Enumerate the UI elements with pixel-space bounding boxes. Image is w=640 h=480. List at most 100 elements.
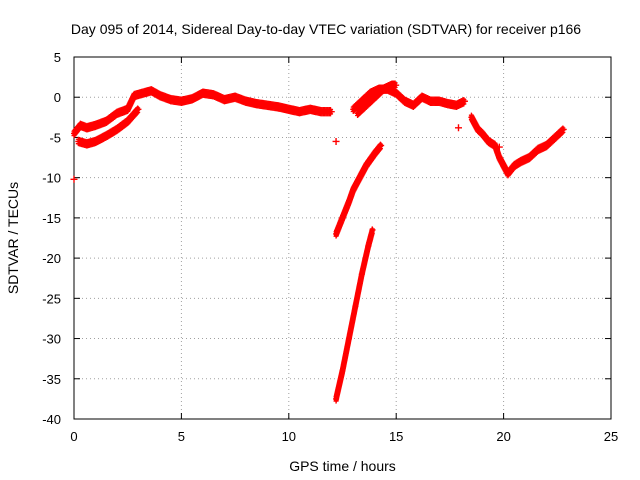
y-tick-label: -40: [42, 412, 61, 427]
data-point: [242, 98, 249, 105]
data-point: [369, 226, 376, 233]
data-point: [517, 158, 524, 165]
y-tick-label: -5: [49, 130, 61, 145]
trace-marker: [377, 146, 383, 152]
data-point: [358, 271, 365, 278]
data-point: [350, 106, 357, 113]
data-point: [468, 114, 475, 121]
data-point: [296, 108, 303, 115]
data-marks: [70, 80, 567, 404]
data-point: [511, 162, 518, 169]
data-point: [332, 137, 340, 145]
data-point: [124, 118, 131, 125]
y-tick-label: -20: [42, 251, 61, 266]
data-point: [356, 174, 363, 181]
data-point: [210, 91, 217, 98]
data-point: [156, 92, 163, 99]
x-tick-label: 0: [70, 429, 77, 444]
data-point: [328, 108, 335, 115]
data-point: [380, 86, 387, 93]
data-point: [264, 102, 271, 109]
data-point: [167, 96, 174, 103]
trace-marker: [560, 129, 566, 135]
data-point: [454, 124, 462, 132]
data-point: [124, 106, 131, 113]
data-point: [418, 94, 425, 101]
data-point: [339, 214, 346, 221]
data-point: [500, 162, 507, 169]
data-point: [543, 142, 550, 149]
data-point: [461, 98, 468, 105]
trace-marker: [134, 110, 140, 116]
x-tick-label: 25: [604, 429, 618, 444]
y-axis-label: SDTVAR / TECUs: [5, 182, 21, 294]
x-tick-label: 20: [496, 429, 510, 444]
data-point: [393, 82, 400, 89]
data-point: [139, 90, 146, 97]
data-point: [354, 110, 361, 117]
data-point: [526, 154, 533, 161]
data-point: [485, 138, 492, 145]
x-axis-label: GPS time / hours: [289, 458, 396, 474]
data-point: [333, 230, 340, 237]
data-point: [504, 170, 511, 177]
data-point: [345, 335, 352, 342]
data-point: [75, 138, 82, 145]
data-point: [552, 134, 559, 141]
data-point: [492, 142, 499, 149]
data-point: [495, 143, 503, 151]
data-point: [560, 126, 567, 133]
y-tick-label: -35: [42, 372, 61, 387]
data-point: [358, 98, 365, 105]
tick-labels: 0 5 10 15 20 25 5 0 -5 -10 -15 -20 -25 -30 -35 -40: [42, 50, 618, 444]
data-point: [352, 303, 359, 310]
data-point: [371, 150, 378, 157]
y-tick-label: -30: [42, 332, 61, 347]
data-point: [70, 175, 78, 183]
series-trace-4: [468, 112, 566, 179]
data-point: [307, 106, 314, 113]
data-point: [378, 142, 385, 149]
data-point: [410, 102, 417, 109]
data-point: [113, 126, 120, 133]
data-point: [363, 162, 370, 169]
data-point: [436, 98, 443, 105]
data-point: [534, 146, 541, 153]
data-point: [371, 94, 378, 101]
data-point: [496, 154, 503, 161]
data-point: [479, 130, 486, 137]
data-point: [365, 243, 372, 250]
data-point: [444, 100, 451, 107]
data-point: [83, 140, 90, 147]
chart-title: Day 095 of 2014, Sidereal Day-to-day VTE…: [71, 21, 581, 37]
x-tick-label: 15: [389, 429, 403, 444]
data-point: [285, 106, 292, 113]
data-point: [275, 103, 282, 110]
trace-marker: [559, 130, 565, 136]
data-point: [232, 94, 239, 101]
x-tick-label: 5: [178, 429, 185, 444]
data-point: [318, 108, 325, 115]
data-point: [253, 100, 260, 107]
data-point: [199, 90, 206, 97]
y-tick-label: -15: [42, 211, 61, 226]
data-point: [103, 132, 110, 139]
data-point: [148, 87, 155, 94]
data-point: [221, 96, 228, 103]
data-point: [71, 130, 77, 137]
y-tick-label: -25: [42, 291, 61, 306]
data-point: [367, 90, 374, 97]
data-point: [77, 122, 84, 129]
data-point: [453, 102, 460, 109]
data-point: [427, 98, 434, 105]
data-point: [393, 90, 400, 97]
data-point: [339, 367, 346, 374]
data-point: [103, 118, 110, 125]
data-point: [350, 186, 357, 193]
data-point: [92, 138, 99, 145]
trace-marker: [135, 109, 141, 115]
data-point: [474, 126, 481, 133]
series-trace-6: [333, 226, 375, 404]
y-tick-label: 5: [54, 50, 61, 65]
